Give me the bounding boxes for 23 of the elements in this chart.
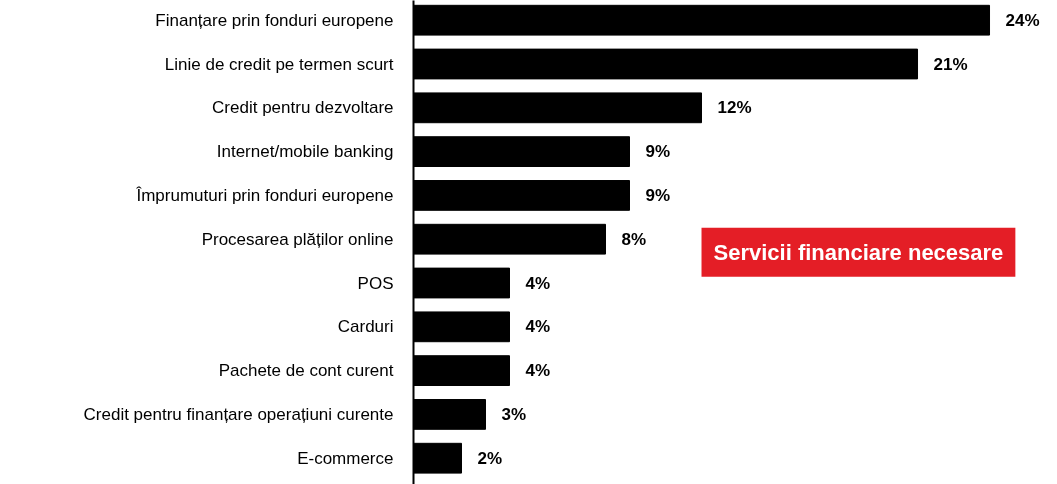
- y-tick-label: Împrumuturi prin fonduri europene: [135, 185, 394, 205]
- y-tick-label: POS: [357, 273, 394, 293]
- y-tick-label: Finanțare prin fonduri europene: [155, 10, 394, 30]
- y-tick-label: Credit pentru dezvoltare: [212, 98, 394, 118]
- y-tick-label: Carduri: [337, 317, 394, 337]
- y-tick-label: Linie de credit pe termen scurt: [164, 54, 394, 74]
- data-label: 9%: [645, 142, 671, 162]
- data-label: 4%: [525, 361, 551, 381]
- data-label: 4%: [525, 273, 551, 293]
- data-label: 9%: [645, 185, 671, 205]
- y-tick-label: Pachete de cont curent: [218, 361, 394, 381]
- data-label: 4%: [525, 317, 551, 337]
- data-label: 12%: [717, 98, 752, 118]
- y-tick-label: Procesarea plăților online: [201, 229, 394, 249]
- y-tick-label: E-commerce: [297, 448, 394, 468]
- data-label: 3%: [501, 404, 527, 424]
- annotation: Servicii financiare necesare: [713, 239, 1004, 265]
- y-tick-label: Credit pentru finanțare operațiuni curente: [83, 404, 394, 424]
- y-tick-label: Internet/mobile banking: [216, 142, 394, 162]
- data-label: 21%: [933, 54, 968, 74]
- data-label: 24%: [1005, 10, 1040, 30]
- data-label: 8%: [621, 229, 647, 249]
- data-label: 2%: [477, 448, 503, 468]
